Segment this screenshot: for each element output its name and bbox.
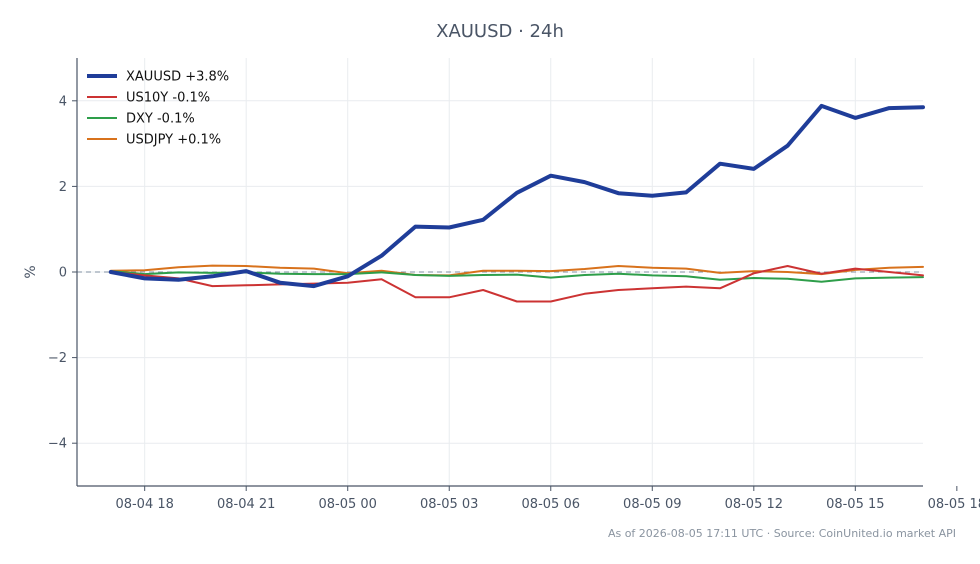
legend: XAUUSD +3.8% US10Y -0.1% DXY -0.1% USDJPY +…	[87, 70, 229, 148]
chart-title: XAUUSD · 24h	[436, 21, 564, 42]
x-tick-label-6: 08-05 12	[725, 497, 783, 512]
legend-label-0: XAUUSD +3.8%	[126, 70, 229, 85]
x-tick-label-7: 08-05 15	[826, 497, 884, 512]
y-tick-label-0: −4	[48, 437, 67, 452]
x-tick-label-4: 08-05 06	[522, 497, 580, 512]
y-tick-label-4: 4	[59, 94, 67, 109]
source-footer: As of 2026-08-05 17:11 UTC · Source: Coi…	[608, 527, 956, 540]
y-axis-ticks: −4 −2 0 2 4	[48, 94, 77, 452]
y-tick-label-3: 2	[59, 180, 67, 195]
y-axis-label: %	[23, 265, 39, 278]
x-tick-label-8: 08-05 18	[928, 497, 980, 512]
x-tick-label-0: 08-04 18	[115, 497, 173, 512]
series-lines	[108, 103, 925, 303]
x-tick-label-2: 08-05 00	[318, 497, 376, 512]
legend-label-2: DXY -0.1%	[126, 112, 195, 127]
x-tick-label-1: 08-04 21	[217, 497, 275, 512]
series-line-0	[108, 103, 925, 289]
legend-label-3: USDJPY +0.1%	[126, 133, 221, 148]
x-axis-ticks: 08-04 18 08-04 21 08-05 00 08-05 03 08-05 06…	[115, 486, 980, 512]
x-tick-label-3: 08-05 03	[420, 497, 478, 512]
legend-label-1: US10Y -0.1%	[126, 91, 210, 106]
series-line-3	[109, 264, 924, 277]
y-tick-label-2: 0	[59, 266, 67, 281]
y-tick-label-1: −2	[48, 351, 67, 366]
x-tick-label-5: 08-05 09	[623, 497, 681, 512]
series-line-1	[109, 265, 924, 303]
